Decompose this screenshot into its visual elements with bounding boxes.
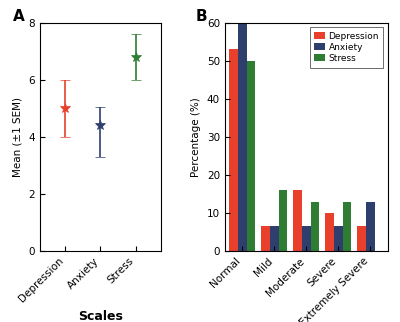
Bar <box>343 202 351 251</box>
Bar <box>279 190 287 251</box>
Text: B: B <box>196 9 207 24</box>
Y-axis label: Mean (±1 SEM): Mean (±1 SEM) <box>13 97 23 177</box>
Bar <box>294 190 302 251</box>
Y-axis label: Percentage (%): Percentage (%) <box>191 97 201 177</box>
Bar <box>366 202 375 251</box>
X-axis label: Scales: Scales <box>78 310 123 322</box>
Bar <box>326 213 334 251</box>
Bar <box>247 61 255 251</box>
Bar <box>270 226 279 251</box>
Legend: Depression, Anxiety, Stress: Depression, Anxiety, Stress <box>310 27 384 68</box>
Bar <box>262 226 270 251</box>
Bar <box>311 202 319 251</box>
Bar <box>334 226 343 251</box>
Bar <box>238 24 247 251</box>
Bar <box>358 226 366 251</box>
Bar <box>302 226 311 251</box>
Bar <box>230 49 238 251</box>
Text: A: A <box>14 9 25 24</box>
